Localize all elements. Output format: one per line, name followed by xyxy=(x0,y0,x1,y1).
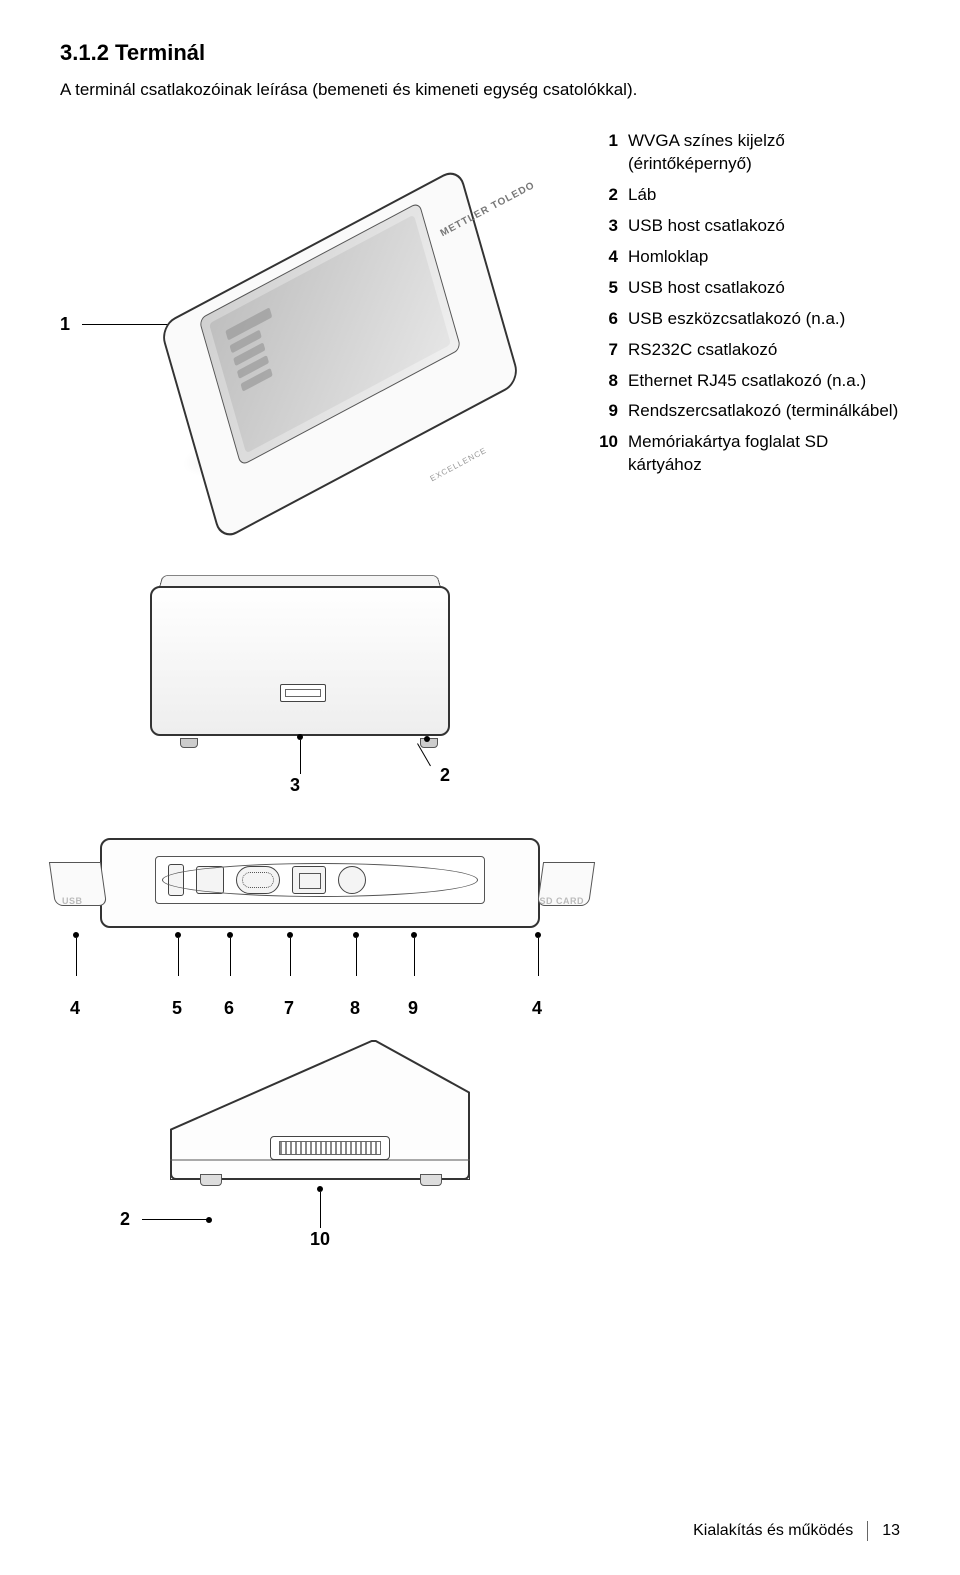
content-row: 1 METTLER TOLEDO xyxy=(60,124,900,1272)
callout-2: 2 xyxy=(120,1209,130,1230)
callout-1: 1 xyxy=(60,314,70,335)
callout-4: 4 xyxy=(70,998,80,1019)
legend-item: 5 USB host csatlakozó xyxy=(590,277,900,300)
legend-num: 2 xyxy=(590,184,618,207)
legend-text: Homloklap xyxy=(628,246,900,269)
legend-num: 7 xyxy=(590,339,618,362)
figure-perspective: 1 METTLER TOLEDO xyxy=(60,124,560,544)
figure-back-angled: 3 2 xyxy=(130,566,490,796)
legend-num: 4 xyxy=(590,246,618,269)
legend-item: 6 USB eszközcsatlakozó (n.a.) xyxy=(590,308,900,331)
port-panel xyxy=(155,856,485,904)
foot xyxy=(420,1174,442,1186)
legend-text: WVGA színes kijelző (érintőképernyő) xyxy=(628,130,900,176)
legend-num: 5 xyxy=(590,277,618,300)
figure-rear-ports: USB SD CARD 4 xyxy=(40,818,600,998)
footer-page-number: 13 xyxy=(882,1522,900,1540)
legend-text: USB eszközcsatlakozó (n.a.) xyxy=(628,308,900,331)
callout-3-leader xyxy=(300,740,301,774)
callout-leader xyxy=(230,938,231,976)
legend-item: 7 RS232C csatlakozó xyxy=(590,339,900,362)
callout-dot xyxy=(73,932,79,938)
callout-dot xyxy=(227,932,233,938)
legend-list: 1 WVGA színes kijelző (érintőképernyő) 2L… xyxy=(590,130,900,477)
sdcard-flap-label: SD CARD xyxy=(539,896,584,906)
legend-num: 6 xyxy=(590,308,618,331)
callout-2-dot xyxy=(206,1217,212,1223)
sd-card-slot xyxy=(270,1136,390,1160)
legend-num: 1 xyxy=(590,130,618,153)
callout-leader xyxy=(290,938,291,976)
legend-text: Rendszercsatlakozó (terminálkábel) xyxy=(628,400,900,423)
callout-dot xyxy=(411,932,417,938)
callout-leader xyxy=(356,938,357,976)
callout-10-dot xyxy=(317,1186,323,1192)
legend-text: Ethernet RJ45 csatlakozó (n.a.) xyxy=(628,370,900,393)
system-connector xyxy=(338,866,366,894)
footer-section: Kialakítás és működés xyxy=(693,1522,853,1540)
callout-leader xyxy=(538,938,539,976)
legend-item: 1 WVGA színes kijelző (érintőképernyő) xyxy=(590,130,900,176)
callout-leader xyxy=(414,938,415,976)
legend-num: 8 xyxy=(590,370,618,393)
legend-item: 8 Ethernet RJ45 csatlakozó (n.a.) xyxy=(590,370,900,393)
callout-2-leader xyxy=(142,1219,210,1220)
legend-item: 3 USB host csatlakozó xyxy=(590,215,900,238)
terminal-rear-body xyxy=(150,586,450,736)
legend-num: 10 xyxy=(590,431,618,454)
legend-item: 10 Memóriakártya foglalat SD kártyához xyxy=(590,431,900,477)
page-footer: Kialakítás és működés 13 xyxy=(693,1521,900,1541)
callout-9: 9 xyxy=(408,998,418,1019)
callout-10-leader xyxy=(320,1192,321,1228)
callout-dot xyxy=(535,932,541,938)
callout-dot xyxy=(353,932,359,938)
section-heading: 3.1.2 Terminál xyxy=(60,40,900,66)
callout-10: 10 xyxy=(310,1229,330,1250)
usb-host-port xyxy=(280,684,326,702)
figures-column: 1 METTLER TOLEDO xyxy=(60,124,560,1272)
callout-8: 8 xyxy=(350,998,360,1019)
legend-text: Láb xyxy=(628,184,900,207)
callout-2-dot xyxy=(424,736,430,742)
callout-3: 3 xyxy=(290,775,300,796)
callout-2: 2 xyxy=(440,765,450,786)
callout-7: 7 xyxy=(284,998,294,1019)
legend-column: 1 WVGA színes kijelző (érintőképernyő) 2L… xyxy=(590,124,900,485)
legend-text: Memóriakártya foglalat SD kártyához xyxy=(628,431,900,477)
foot xyxy=(200,1174,222,1186)
intro-text: A terminál csatlakozóinak leírása (bemen… xyxy=(60,80,900,100)
legend-num: 3 xyxy=(590,215,618,238)
terminal-device-perspective: METTLER TOLEDO EXCELLENCE xyxy=(150,164,530,504)
callout-leader xyxy=(178,938,179,976)
legend-item: 4 Homloklap xyxy=(590,246,900,269)
callout-5: 5 xyxy=(172,998,182,1019)
callout-leader xyxy=(76,938,77,976)
callout-3-dot xyxy=(297,734,303,740)
legend-text: RS232C csatlakozó xyxy=(628,339,900,362)
footer-separator xyxy=(867,1521,868,1541)
figure-side-view: 2 10 xyxy=(120,1020,540,1250)
foot xyxy=(180,738,198,748)
callout-dot xyxy=(175,932,181,938)
legend-num: 9 xyxy=(590,400,618,423)
usb-flap-label: USB xyxy=(62,896,83,906)
legend-text: USB host csatlakozó xyxy=(628,215,900,238)
legend-item: 9 Rendszercsatlakozó (terminálkábel) xyxy=(590,400,900,423)
callout-6: 6 xyxy=(224,998,234,1019)
edition-label: EXCELLENCE xyxy=(429,446,489,483)
callout-4: 4 xyxy=(532,998,542,1019)
callout-dot xyxy=(287,932,293,938)
legend-item: 2 Láb xyxy=(590,184,900,207)
legend-text: USB host csatlakozó xyxy=(628,277,900,300)
